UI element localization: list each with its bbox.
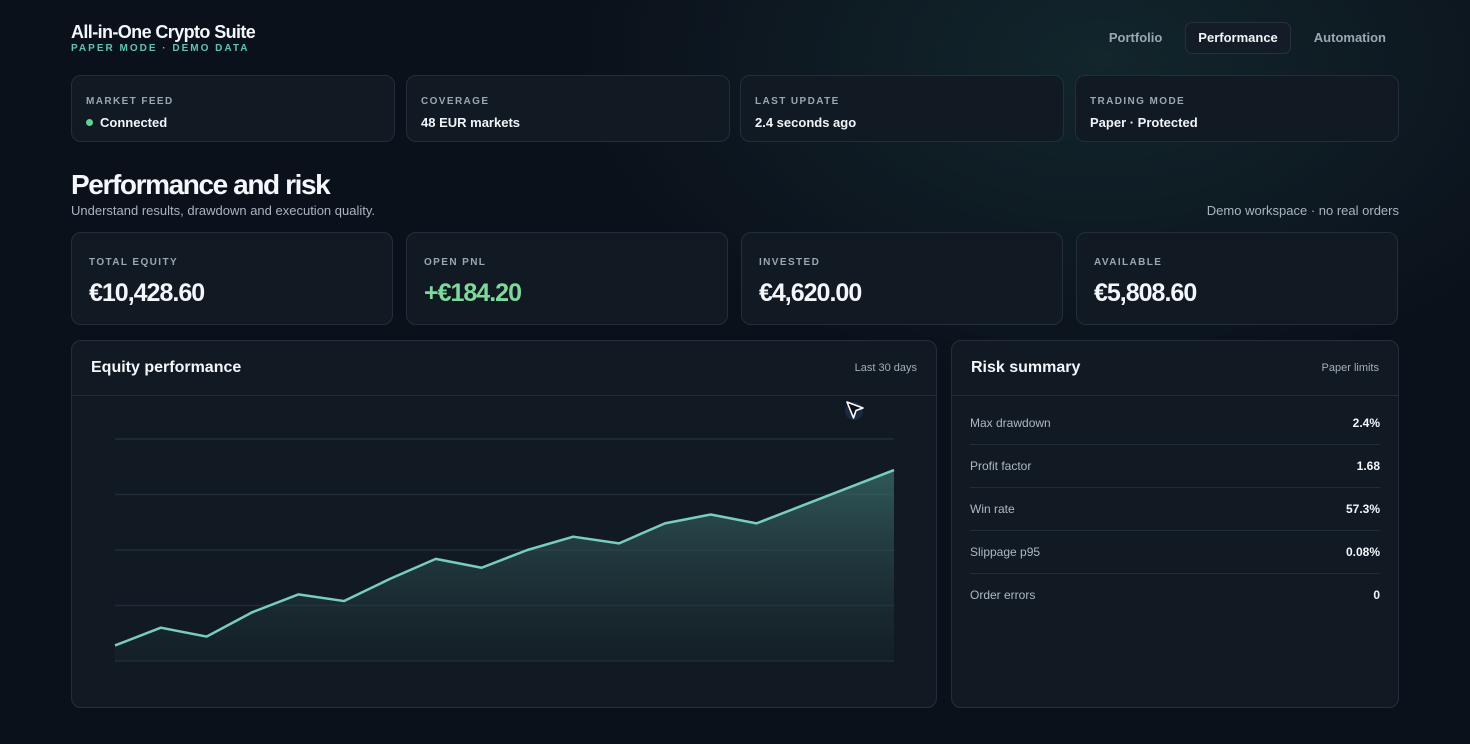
- app-title: All-in-One Crypto Suite: [71, 22, 256, 42]
- risk-row-max-drawdown: Max drawdown 2.4%: [970, 401, 1380, 445]
- kpi-value: +€184.20: [424, 279, 522, 307]
- risk-summary-panel: Risk summary Paper limits Max drawdown 2…: [951, 340, 1399, 708]
- risk-row-win-rate: Win rate 57.3%: [970, 487, 1380, 531]
- risk-label: Order errors: [970, 588, 1036, 602]
- equity-performance-panel: Equity performance Last 30 days: [71, 340, 937, 708]
- risk-label: Max drawdown: [970, 416, 1051, 430]
- workspace-note: Demo workspace · no real orders: [1206, 203, 1399, 218]
- main-nav: Portfolio Performance Automation: [1096, 22, 1399, 54]
- kpi-value: €5,808.60: [1094, 279, 1197, 307]
- risk-label: Profit factor: [970, 459, 1032, 473]
- mouse-cursor-icon: [845, 401, 864, 420]
- page-title: Performance and risk: [71, 169, 331, 200]
- brand: All-in-One Crypto Suite PAPER MODE · DEM…: [71, 21, 256, 55]
- kpi-label: AVAILABLE: [1094, 257, 1163, 268]
- status-value: Connected: [86, 115, 167, 130]
- kpi-label: INVESTED: [759, 257, 821, 268]
- tab-performance[interactable]: Performance: [1185, 22, 1291, 54]
- equity-area: [115, 470, 894, 661]
- status-card-coverage: COVERAGE 48 EUR markets: [406, 75, 730, 142]
- risk-row-profit-factor: Profit factor 1.68: [970, 444, 1380, 488]
- kpi-invested: INVESTED €4,620.00: [741, 232, 1063, 325]
- risk-value: 57.3%: [1345, 502, 1380, 516]
- risk-label: Slippage p95: [970, 545, 1041, 559]
- app-subtitle: PAPER MODE · DEMO DATA: [71, 43, 250, 54]
- status-card-trading-mode: TRADING MODE Paper · Protected: [1075, 75, 1399, 142]
- status-label: MARKET FEED: [86, 96, 174, 107]
- risk-value: 0.08%: [1345, 545, 1380, 559]
- panel-header: Risk summary Paper limits: [952, 341, 1398, 396]
- tab-portfolio[interactable]: Portfolio: [1108, 30, 1163, 45]
- panel-title: Equity performance: [91, 359, 242, 376]
- kpi-label: OPEN PNL: [424, 257, 487, 268]
- status-value-text: Connected: [100, 115, 168, 130]
- status-card-market-feed: MARKET FEED Connected: [71, 75, 395, 142]
- risk-value: 1.68: [1356, 459, 1380, 473]
- kpi-total-equity: TOTAL EQUITY €10,428.60: [71, 232, 393, 325]
- status-card-last-update: LAST UPDATE 2.4 seconds ago: [740, 75, 1064, 142]
- status-label: LAST UPDATE: [755, 96, 840, 107]
- kpi-label: TOTAL EQUITY: [89, 257, 179, 268]
- risk-label: Win rate: [970, 502, 1015, 516]
- risk-value: 0: [1373, 588, 1380, 602]
- risk-row-slippage: Slippage p95 0.08%: [970, 530, 1380, 574]
- kpi-open-pnl: OPEN PNL +€184.20: [406, 232, 728, 325]
- panel-meta: Paper limits: [1321, 362, 1379, 374]
- equity-chart: [114, 438, 895, 662]
- panel-header: Equity performance Last 30 days: [72, 341, 936, 396]
- status-value: Paper · Protected: [1090, 115, 1198, 130]
- kpi-available: AVAILABLE €5,808.60: [1076, 232, 1398, 325]
- kpi-value: €10,428.60: [89, 279, 205, 307]
- status-value: 2.4 seconds ago: [755, 115, 857, 130]
- panel-meta: Last 30 days: [854, 362, 917, 374]
- connected-indicator-icon: [86, 119, 93, 126]
- tab-automation[interactable]: Automation: [1313, 30, 1386, 45]
- risk-row-order-errors: Order errors 0: [970, 573, 1380, 616]
- status-label: TRADING MODE: [1090, 96, 1186, 107]
- equity-line: [114, 468, 895, 647]
- risk-value: 2.4%: [1352, 416, 1380, 430]
- kpi-value: €4,620.00: [759, 279, 862, 307]
- status-value: 48 EUR markets: [421, 115, 520, 130]
- panel-title: Risk summary: [971, 359, 1081, 376]
- page-subtitle: Understand results, drawdown and executi…: [71, 203, 375, 218]
- status-label: COVERAGE: [421, 96, 490, 107]
